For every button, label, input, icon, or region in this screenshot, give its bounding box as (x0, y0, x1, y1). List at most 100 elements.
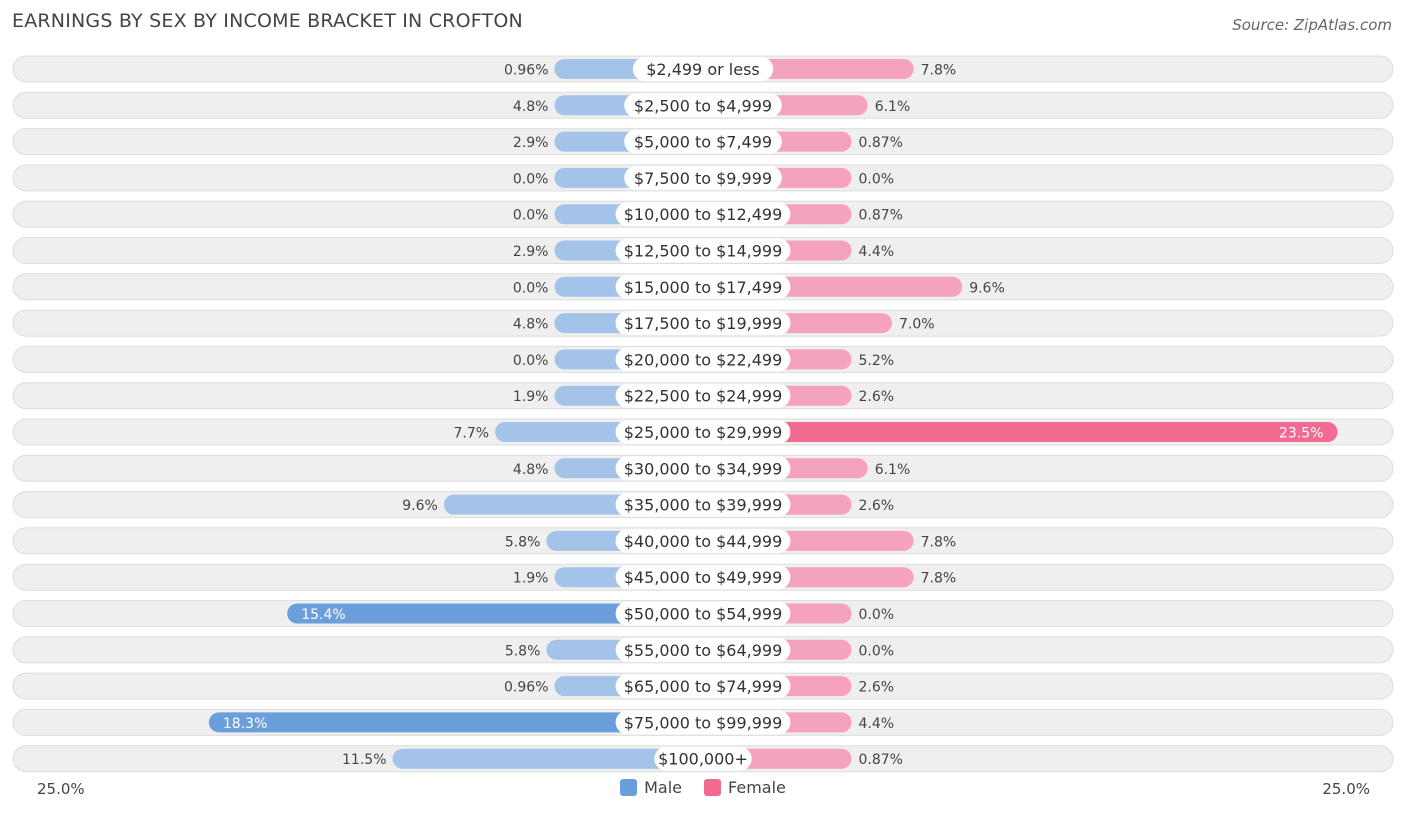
bar-row: $15,000 to $17,499 0.0% 9.6% (12, 273, 1394, 301)
category-pill (615, 528, 791, 553)
female-value-label: 4.4% (859, 244, 895, 260)
category-pill (615, 674, 791, 699)
category-pill (615, 420, 791, 444)
male-value-label: 5.8% (505, 534, 541, 550)
male-value-label: 4.8% (513, 317, 549, 333)
category-label: $22,500 to $24,999 (624, 387, 783, 406)
female-value-label: 9.6% (969, 280, 1005, 296)
male-bar (287, 603, 703, 624)
male-value-label: 7.7% (454, 426, 490, 442)
male-value-label: 4.8% (513, 99, 549, 115)
legend-item-female[interactable]: Female (704, 778, 786, 797)
category-label: $10,000 to $12,499 (624, 205, 783, 224)
bar-row: $20,000 to $22,499 0.0% 5.2% (12, 345, 1394, 373)
bar-row: $7,500 to $9,999 0.0% 0.0% (12, 164, 1394, 192)
category-label: $35,000 to $39,999 (624, 496, 783, 515)
legend-label-male: Male (644, 778, 683, 797)
female-value-label: 7.8% (921, 63, 957, 79)
category-pill (615, 274, 791, 299)
bar-row: $25,000 to $29,999 7.7% 23.5% (12, 418, 1394, 446)
bar-row: $40,000 to $44,999 5.8% 7.8% (12, 527, 1394, 555)
category-label: $75,000 to $99,999 (624, 713, 783, 732)
category-pill (615, 565, 791, 590)
category-pill (615, 601, 791, 626)
category-pill (632, 57, 774, 81)
category-pill (615, 456, 791, 481)
category-label: $55,000 to $64,999 (624, 641, 783, 660)
category-label: $45,000 to $49,999 (624, 568, 783, 587)
source-note: Source: ZipAtlas.com (1232, 16, 1392, 34)
female-value-label: 23.5% (1279, 426, 1323, 442)
category-label: $5,000 to $7,499 (634, 133, 772, 152)
bar-row: $65,000 to $74,999 0.96% 2.6% (12, 672, 1394, 700)
male-value-label: 0.96% (504, 63, 548, 79)
male-value-label: 15.4% (301, 607, 345, 623)
female-value-label: 0.0% (859, 643, 895, 659)
category-pill (654, 746, 752, 771)
female-value-label: 0.0% (859, 607, 895, 623)
female-bar (703, 422, 1338, 442)
female-value-label: 0.87% (859, 208, 903, 224)
female-value-label: 0.87% (859, 752, 903, 768)
category-label: $25,000 to $29,999 (624, 423, 783, 442)
female-value-label: 6.1% (875, 99, 911, 115)
female-value-label: 4.4% (859, 716, 895, 732)
male-value-label: 1.9% (513, 571, 549, 587)
category-label: $2,500 to $4,999 (634, 96, 772, 115)
male-bar (208, 712, 703, 733)
male-bar (392, 748, 703, 769)
category-pill (615, 347, 791, 372)
male-value-label: 2.9% (513, 244, 549, 260)
bar-row: $2,500 to $4,999 4.8% 6.1% (12, 91, 1394, 119)
male-value-label: 2.9% (513, 135, 549, 151)
category-pill (615, 202, 791, 227)
category-label: $65,000 to $74,999 (624, 677, 783, 696)
axis-left-label: 25.0% (37, 780, 85, 798)
female-value-label: 7.0% (899, 317, 935, 333)
male-value-label: 0.0% (513, 353, 549, 369)
male-value-label: 0.0% (513, 208, 549, 224)
bar-row: $12,500 to $14,999 2.9% 4.4% (12, 237, 1394, 264)
male-value-label: 0.0% (513, 171, 549, 187)
female-value-label: 0.0% (859, 171, 895, 187)
female-value-label: 2.6% (859, 498, 895, 514)
male-value-label: 9.6% (402, 498, 438, 514)
bar-row: $22,500 to $24,999 1.9% 2.6% (12, 382, 1394, 410)
male-value-label: 18.3% (223, 716, 267, 732)
category-pill (615, 637, 791, 662)
category-label: $17,500 to $19,999 (624, 314, 783, 333)
male-value-label: 0.0% (513, 280, 549, 296)
category-pill (615, 492, 791, 517)
female-value-label: 6.1% (875, 462, 911, 478)
male-value-label: 0.96% (504, 680, 548, 696)
bar-row: $45,000 to $49,999 1.9% 7.8% (12, 563, 1394, 591)
bar-row: $5,000 to $7,499 2.9% 0.87% (12, 128, 1394, 156)
category-label: $15,000 to $17,499 (624, 278, 783, 297)
category-pill (624, 165, 782, 190)
bar-row: $17,500 to $19,999 4.8% 7.0% (12, 309, 1394, 337)
category-label: $100,000+ (658, 750, 748, 769)
bar-row: $10,000 to $12,499 0.0% 0.87% (12, 200, 1394, 228)
female-value-label: 0.87% (859, 135, 903, 151)
legend-label-female: Female (728, 778, 786, 797)
bar-row: $30,000 to $34,999 4.8% 6.1% (12, 454, 1394, 482)
male-value-label: 11.5% (342, 752, 386, 768)
category-label: $12,500 to $14,999 (624, 242, 783, 261)
male-value-label: 5.8% (505, 643, 541, 659)
bar-row: $100,000+ 11.5% 0.87% (12, 745, 1394, 773)
bar-row: $2,499 or less 0.96% 7.8% (12, 55, 1394, 83)
category-pill (624, 129, 782, 154)
category-label: $40,000 to $44,999 (624, 532, 783, 551)
category-label: $20,000 to $22,499 (624, 350, 783, 369)
category-pill (624, 93, 782, 118)
legend-item-male[interactable]: Male (620, 778, 682, 797)
legend-swatch-male (620, 779, 638, 796)
female-value-label: 5.2% (859, 353, 895, 369)
male-value-label: 1.9% (513, 389, 549, 405)
axis-right-label: 25.0% (1322, 780, 1370, 798)
category-label: $50,000 to $54,999 (624, 605, 783, 624)
bar-row: $35,000 to $39,999 9.6% 2.6% (12, 491, 1394, 519)
female-value-label: 7.8% (921, 571, 957, 587)
category-pill (615, 311, 791, 336)
